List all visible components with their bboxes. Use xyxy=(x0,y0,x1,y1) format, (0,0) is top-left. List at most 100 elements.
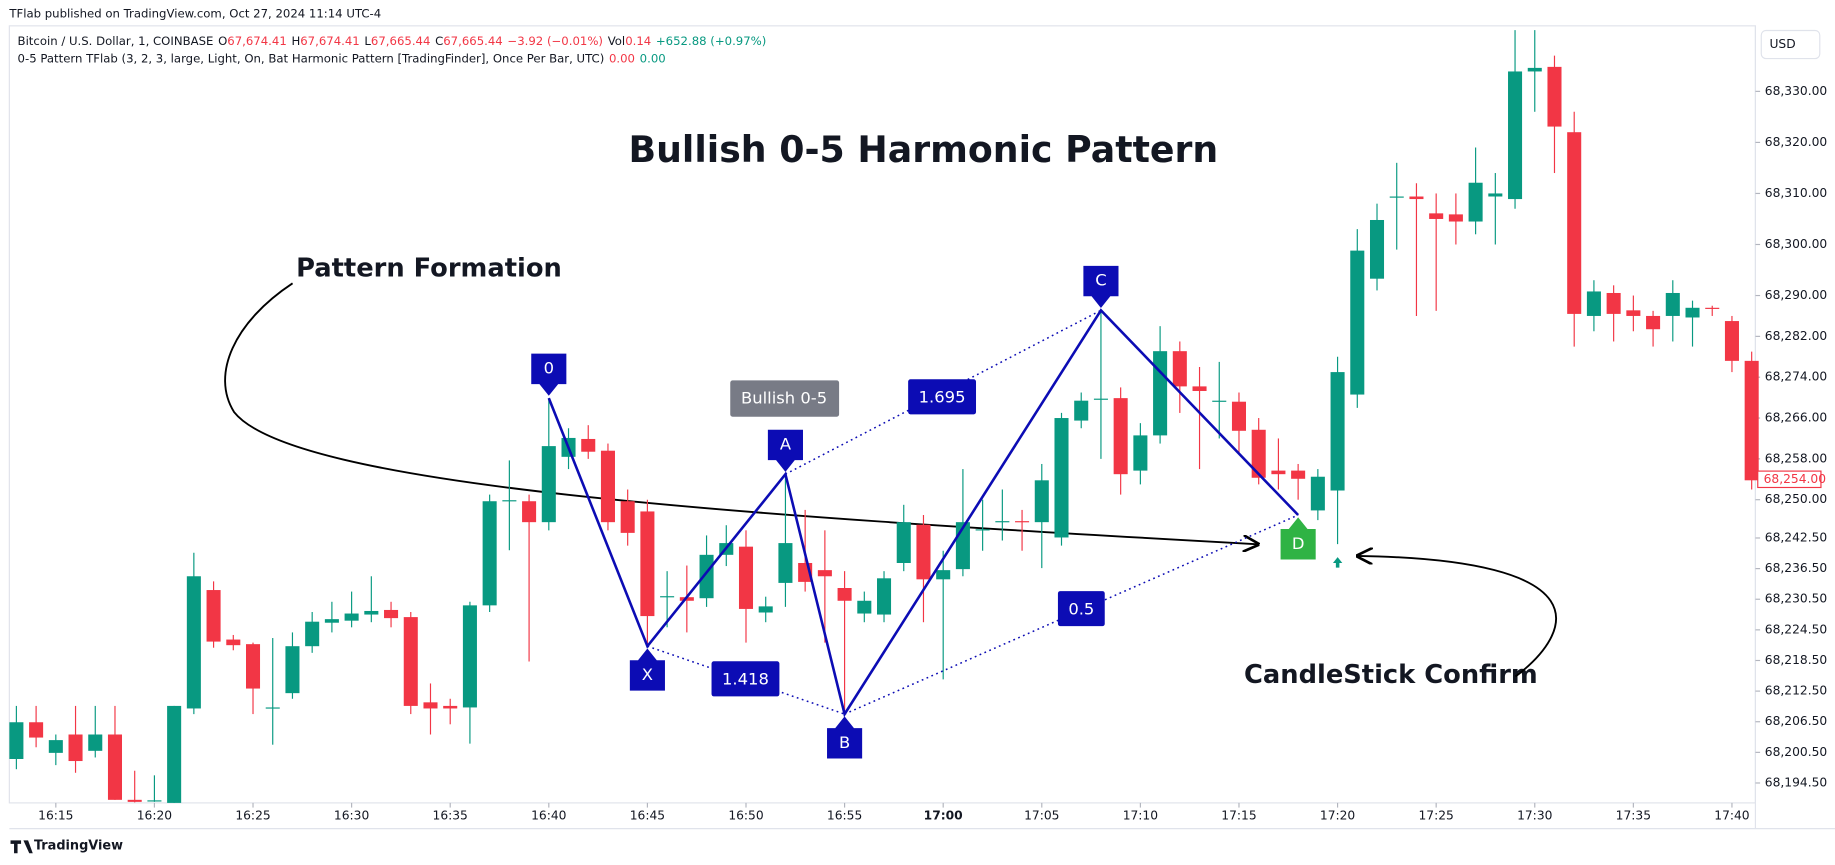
candle-body xyxy=(916,524,931,580)
candle-body xyxy=(758,606,773,613)
candle-body xyxy=(1724,321,1739,361)
legend-part: O xyxy=(218,34,227,48)
point-label: D xyxy=(1292,534,1305,553)
y-tick-label: 68,310.00 xyxy=(1765,186,1827,200)
y-tick-label: 68,212.50 xyxy=(1765,684,1827,698)
candle-body xyxy=(482,501,497,606)
candle-body xyxy=(1330,372,1345,491)
candle-body xyxy=(305,621,320,647)
candle-body xyxy=(1527,67,1542,72)
candle-body xyxy=(738,546,754,609)
ratio-box xyxy=(1057,591,1105,627)
indicator-part: 0-5 Pattern TFlab (3, 2, 3, large, Light… xyxy=(18,51,605,65)
x-tick-label: 17:10 xyxy=(1123,808,1158,822)
candle-body xyxy=(1547,66,1562,127)
candle-body xyxy=(1172,351,1187,387)
candle-body xyxy=(1606,292,1621,314)
x-tick-label: 17:20 xyxy=(1320,808,1355,822)
y-tick-label: 68,250.00 xyxy=(1765,492,1827,506)
candle-body xyxy=(1409,196,1424,200)
legend-part: −3.92 (−0.01%) xyxy=(507,34,603,48)
legend-part: 0.14 xyxy=(625,34,651,48)
candle-body xyxy=(48,740,63,753)
currency-box[interactable] xyxy=(1760,29,1821,60)
candle-body xyxy=(29,722,44,738)
candle-body xyxy=(1646,315,1661,330)
legend-part: 67,665.44 xyxy=(371,34,430,48)
candle-body xyxy=(896,522,911,563)
candle-body xyxy=(995,521,1010,523)
candle-body xyxy=(1665,292,1680,316)
point-label-box xyxy=(629,648,665,691)
candle-body xyxy=(1251,429,1266,478)
candle-body xyxy=(245,644,261,689)
currency[interactable]: USD xyxy=(1769,37,1795,51)
legend-part: H xyxy=(291,34,300,48)
candle-body xyxy=(403,617,418,706)
y-tick-label: 68,230.50 xyxy=(1765,592,1827,606)
publisher: TFlab published on TradingView.com, Oct … xyxy=(8,7,381,21)
candle-body xyxy=(226,639,241,646)
candle-body xyxy=(423,702,438,709)
y-tick-label: 68,194.50 xyxy=(1765,775,1827,789)
candle-body xyxy=(1508,71,1523,200)
candle-body xyxy=(975,529,990,531)
x-tick-label: 17:25 xyxy=(1418,808,1453,822)
candle-body xyxy=(1369,219,1385,279)
legend-part: 67,674.41 xyxy=(300,34,359,48)
candle-body xyxy=(1133,435,1148,471)
x-tick-label: 16:25 xyxy=(235,808,270,822)
candle-body xyxy=(1685,307,1700,318)
candle-body xyxy=(502,500,517,502)
legend-part: 67,674.41 xyxy=(227,34,286,48)
candle-body xyxy=(1291,470,1306,479)
candle-body xyxy=(541,446,556,523)
candle-body xyxy=(1389,196,1404,198)
candle-body xyxy=(936,570,951,580)
point-label-box xyxy=(1280,517,1316,560)
x-tick-label: 16:45 xyxy=(630,808,665,822)
legend-part: C xyxy=(435,34,443,48)
candle-body xyxy=(462,605,477,708)
y-tick-label: 68,206.50 xyxy=(1765,714,1827,728)
candle-body xyxy=(68,734,83,762)
candle-body xyxy=(1034,480,1049,523)
candle-body xyxy=(1074,400,1089,421)
indicator-part: 0.00 xyxy=(609,51,635,65)
candle-body xyxy=(640,511,655,617)
candle-body xyxy=(620,501,635,533)
candle-body xyxy=(384,609,399,619)
ratio-box xyxy=(711,661,780,697)
y-tick-label: 68,290.00 xyxy=(1765,288,1827,302)
y-tick-label: 68,224.50 xyxy=(1765,622,1827,636)
point-label-box xyxy=(767,429,803,472)
candle-body xyxy=(324,619,339,623)
candle-body xyxy=(1350,250,1365,395)
chart-title: Bullish 0-5 Harmonic Pattern xyxy=(628,128,1218,171)
candle-body xyxy=(1586,291,1601,316)
candle-body xyxy=(344,613,359,621)
candle-body xyxy=(699,554,714,599)
point-label-box xyxy=(531,353,567,396)
candle-body xyxy=(1705,307,1720,309)
pattern-name-box xyxy=(730,380,840,417)
x-tick-label: 16:15 xyxy=(38,808,73,822)
candle-body xyxy=(1192,386,1207,391)
ratio-label: 0.5 xyxy=(1068,599,1094,618)
candle-body xyxy=(206,590,221,642)
pattern-line xyxy=(547,308,1300,718)
candle-body xyxy=(1567,132,1582,314)
candle-body xyxy=(186,576,201,709)
legend-part: L xyxy=(364,34,371,48)
candle-body xyxy=(364,610,379,615)
annotation-arrow xyxy=(224,282,1258,544)
point-label: A xyxy=(780,434,792,453)
candle-body xyxy=(1468,182,1483,222)
ratio-line xyxy=(647,645,845,715)
point-label: C xyxy=(1095,271,1106,290)
candle-body xyxy=(581,438,596,452)
y-tick-label: 68,266.00 xyxy=(1765,411,1827,425)
candle-body xyxy=(1488,193,1503,197)
indicator-part: 0.00 xyxy=(640,51,666,65)
